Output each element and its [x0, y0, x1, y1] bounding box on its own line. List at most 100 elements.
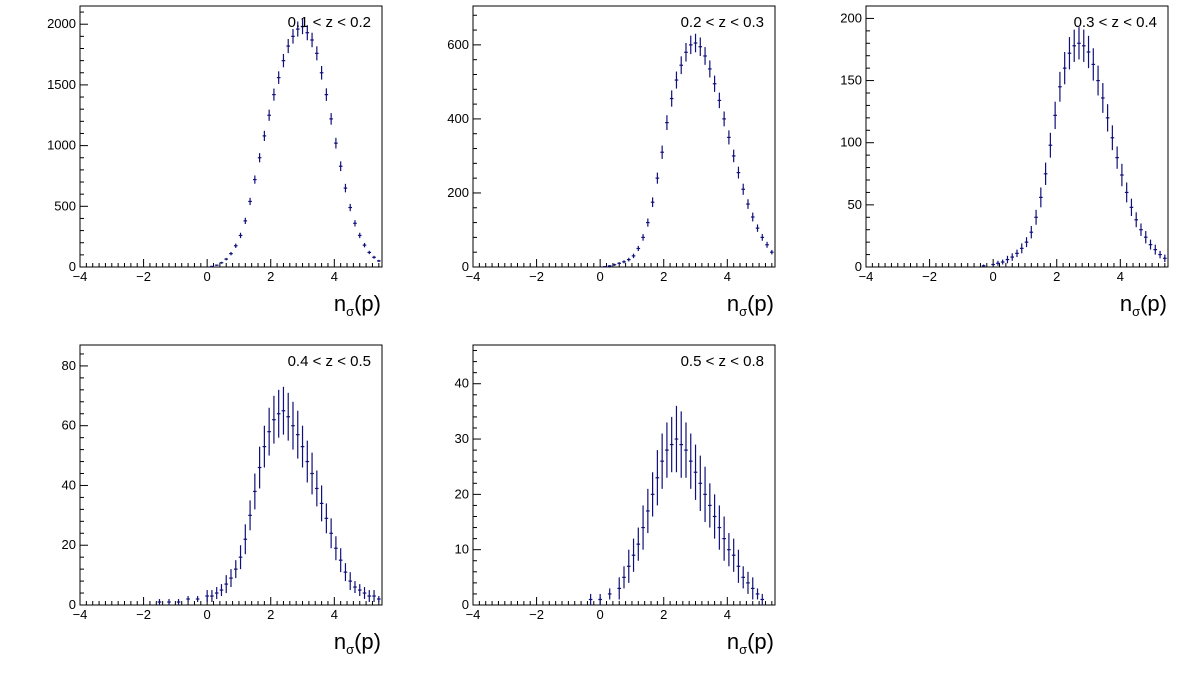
- data-point: [319, 65, 324, 80]
- y-tick-label: 0: [69, 259, 76, 274]
- data-point: [257, 153, 262, 163]
- data-point: [1091, 48, 1096, 81]
- data-point: [1015, 249, 1019, 258]
- data-point: [731, 149, 736, 163]
- data-point: [348, 572, 353, 591]
- data-point: [760, 234, 765, 241]
- data-point: [210, 265, 214, 267]
- data-point: [357, 232, 362, 239]
- data-point: [622, 566, 626, 589]
- data-point: [176, 599, 181, 605]
- plot-frame: [865, 5, 1169, 268]
- data-point: [286, 39, 291, 54]
- data-point: [996, 260, 1000, 266]
- data-point: [607, 265, 612, 267]
- data-point: [1072, 29, 1077, 62]
- data-point: [641, 234, 645, 241]
- data-point: [248, 500, 252, 531]
- data-point: [353, 220, 357, 227]
- data-point: [262, 130, 267, 141]
- data-point: [631, 253, 636, 259]
- data-point: [272, 88, 276, 101]
- y-tick-label: 500: [54, 198, 76, 213]
- data-point: [233, 560, 238, 579]
- data-point: [1124, 182, 1129, 203]
- data-point: [646, 488, 650, 534]
- histogram-panel-3: −4 −2 0 2 4 0 50 100 150 200 nσ(p) 0.3 < z < 0.4: [840, 5, 1169, 319]
- data-point: [1105, 104, 1110, 132]
- data-point: [736, 549, 741, 583]
- data-point: [588, 593, 593, 605]
- y-tick-label: 150: [840, 73, 862, 88]
- x-tick-label: −2: [529, 607, 544, 622]
- data-point: [1101, 83, 1105, 113]
- x-tick-label: 2: [267, 607, 274, 622]
- x-tick-label: 4: [1117, 269, 1124, 284]
- x-axis-label: nσ(p): [727, 291, 774, 319]
- data-point: [1139, 223, 1143, 236]
- x-tick-label: −4: [73, 607, 88, 622]
- data-point: [214, 264, 219, 266]
- data-point: [626, 549, 631, 583]
- data-point: [219, 261, 224, 264]
- data-point: [205, 590, 209, 603]
- panel-title: 0.4 < z < 0.5: [288, 353, 371, 370]
- y-tick-label: 20: [455, 486, 469, 501]
- y-tick-label: 0: [462, 597, 469, 612]
- data-point: [257, 446, 262, 489]
- y-tick-label: 400: [447, 111, 469, 126]
- data-point: [717, 505, 722, 550]
- data-point: [1005, 255, 1010, 264]
- data-point: [727, 533, 731, 567]
- data-point: [631, 538, 636, 572]
- data-point: [636, 527, 641, 561]
- y-tick-label: 60: [62, 418, 76, 433]
- data-point: [1077, 27, 1081, 60]
- data-point: [334, 137, 338, 149]
- data-point: [650, 197, 655, 208]
- data-point: [1148, 239, 1153, 250]
- data-point: [324, 88, 329, 101]
- plot-frame: [472, 5, 776, 268]
- data-point: [1143, 230, 1148, 244]
- data-point: [750, 577, 755, 600]
- data-point: [755, 224, 760, 232]
- data-point: [698, 455, 703, 511]
- y-tick-label: 80: [62, 358, 76, 373]
- data-point: [329, 113, 333, 125]
- data-point: [377, 259, 381, 263]
- data-point: [1010, 253, 1015, 261]
- x-tick-label: 0: [204, 269, 211, 284]
- data-point: [1120, 163, 1124, 187]
- data-point: [717, 92, 722, 109]
- x-tick-label: 4: [331, 607, 338, 622]
- data-point: [722, 111, 726, 127]
- data-point: [1163, 254, 1167, 263]
- data-point: [243, 217, 248, 225]
- data-point: [272, 395, 276, 444]
- data-point: [248, 197, 252, 206]
- data-point: [1081, 29, 1086, 62]
- data-point: [1110, 125, 1115, 151]
- x-tick-label: −4: [73, 269, 88, 284]
- x-tick-label: 2: [660, 269, 667, 284]
- y-tick-label: 600: [447, 37, 469, 52]
- data-point: [357, 584, 362, 597]
- data-point: [219, 584, 224, 597]
- data-point: [617, 262, 622, 265]
- data-point: [338, 161, 343, 172]
- data-point: [305, 440, 310, 483]
- data-point: [693, 444, 698, 500]
- x-tick-label: −2: [136, 269, 151, 284]
- data-point: [712, 75, 717, 92]
- histogram-panel-2: −4 −2 0 2 4 0 200 400 600 nσ(p) 0.2 < z < 0.3: [447, 5, 776, 319]
- data-point: [1067, 37, 1072, 70]
- data-point: [679, 56, 684, 75]
- data-point: [731, 538, 736, 572]
- x-tick-label: 4: [724, 607, 731, 622]
- data-point: [1034, 209, 1038, 225]
- data-point: [679, 411, 684, 478]
